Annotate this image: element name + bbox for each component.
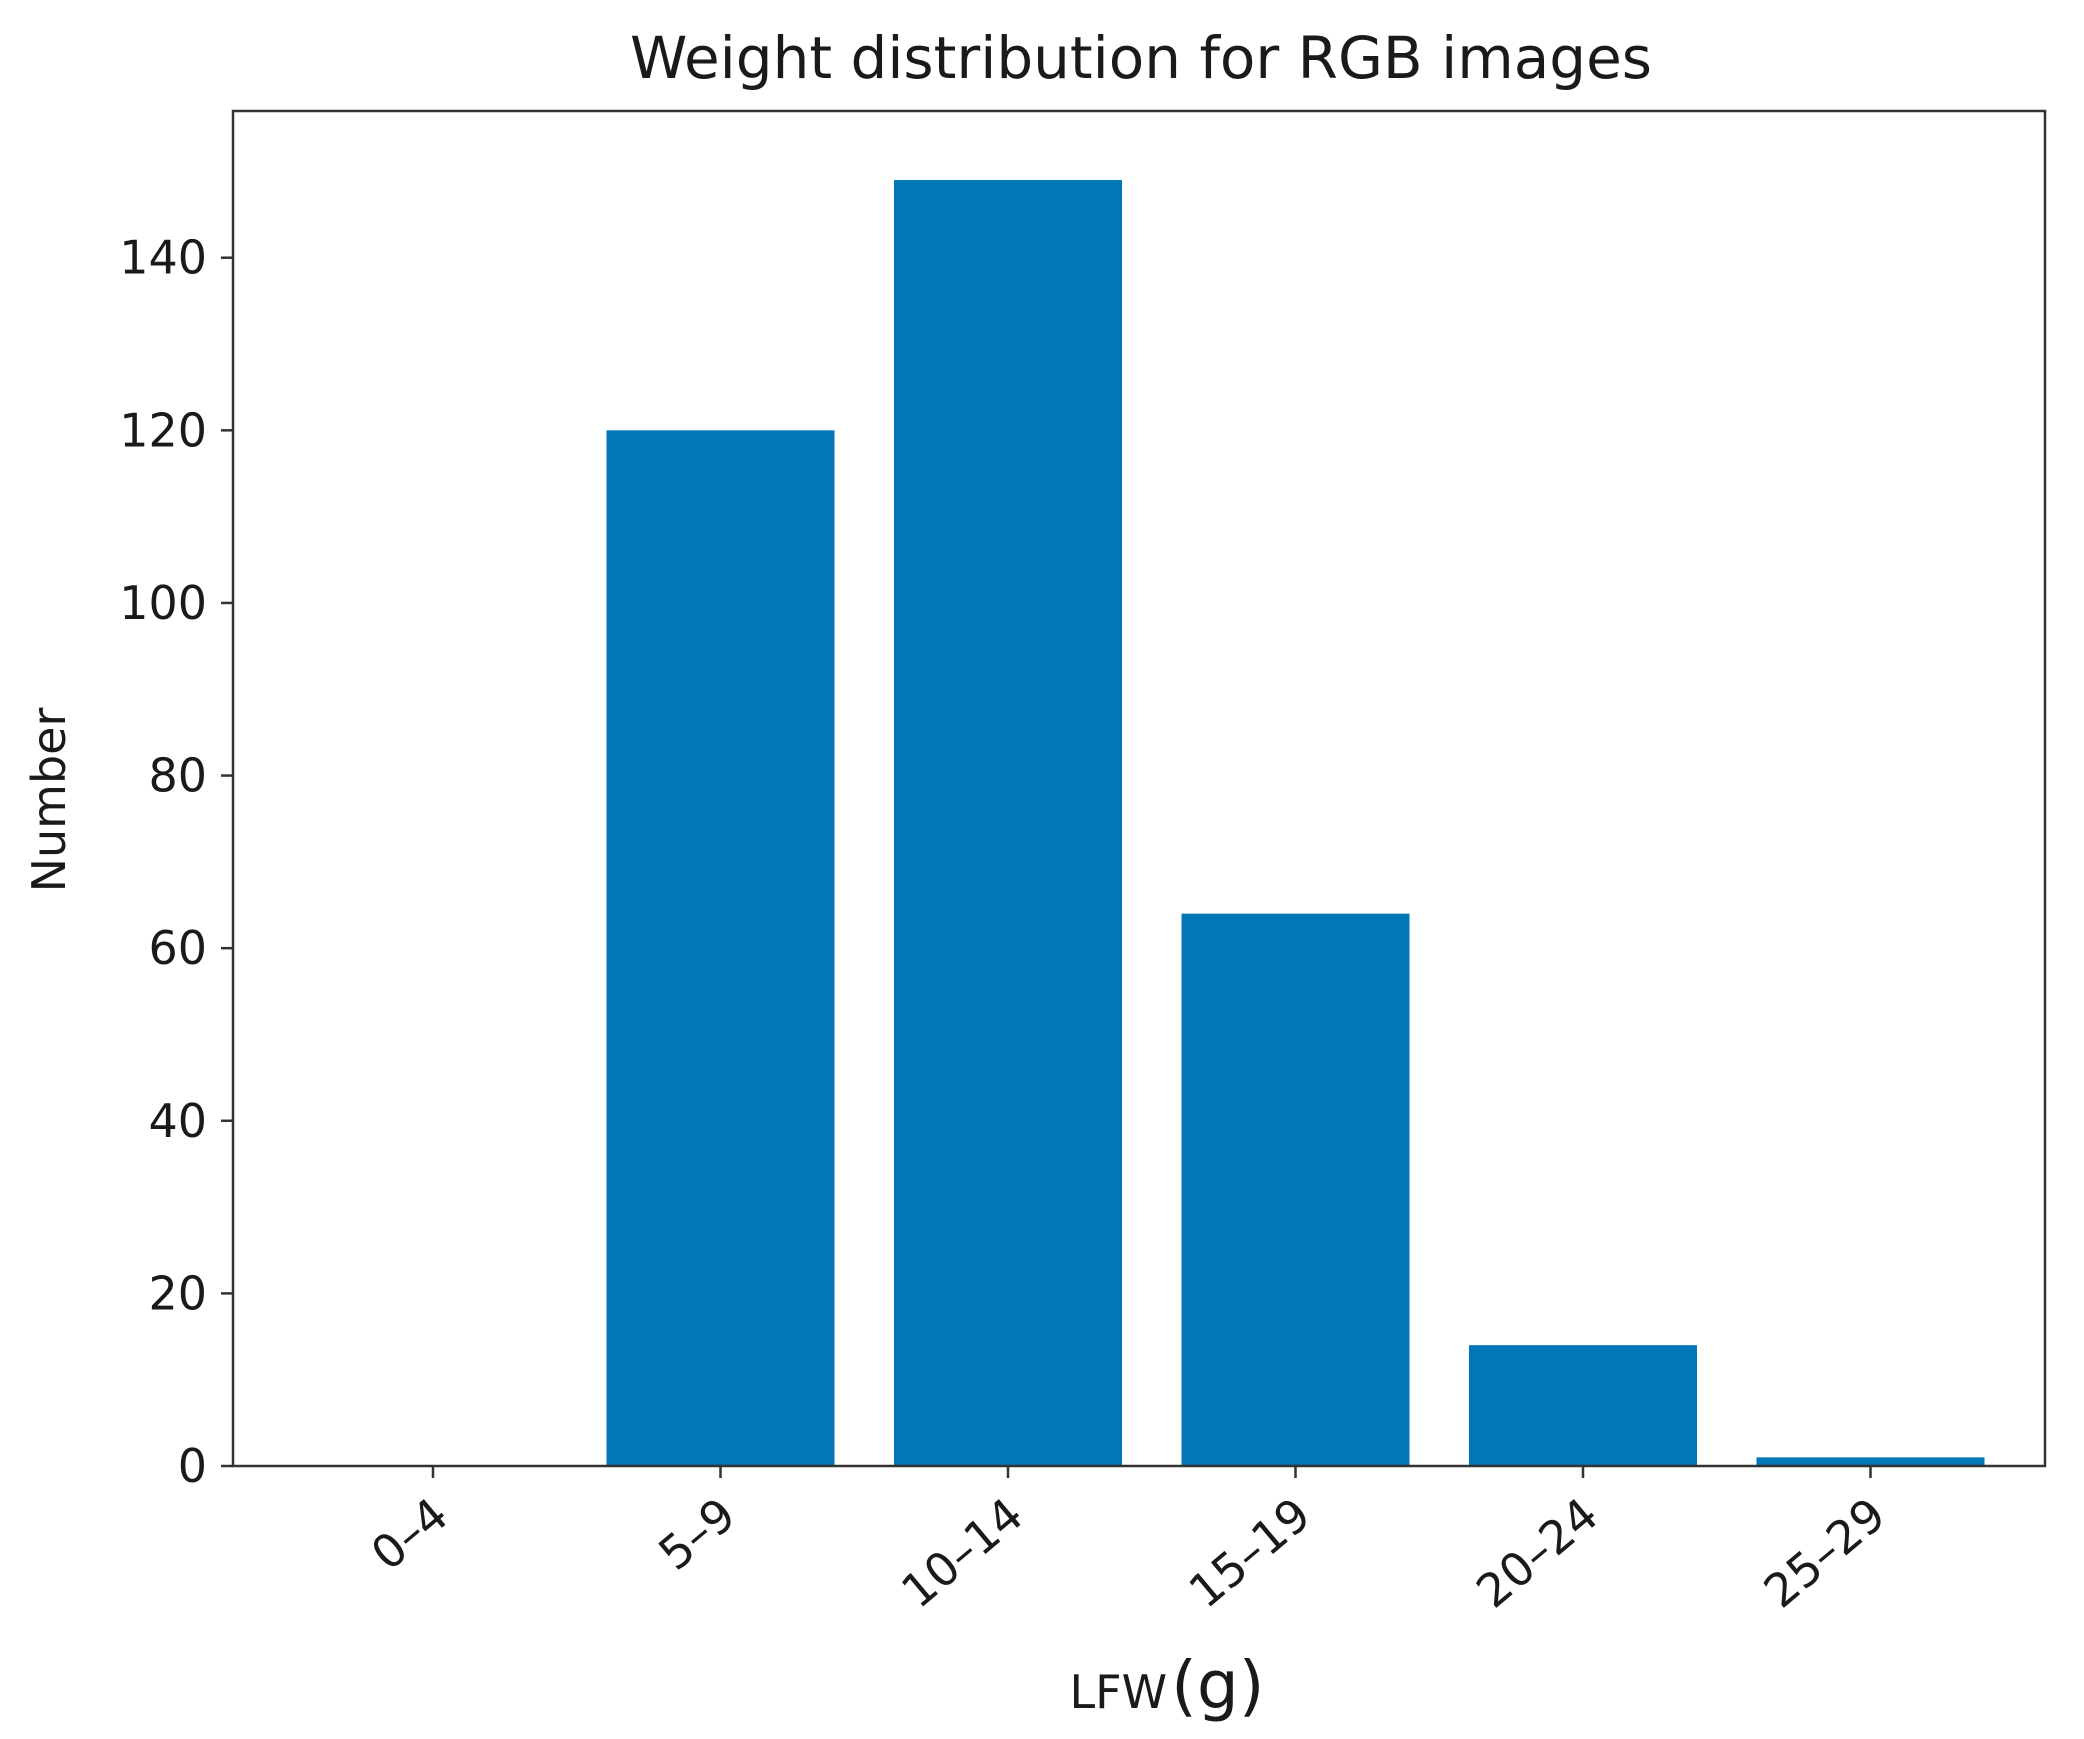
x-axis-label: LFW (g) (1070, 1647, 1265, 1724)
x-tick-label-2: 10–14 (891, 1487, 1033, 1618)
y-tick-label-7: 140 (119, 231, 207, 285)
chart-title: Weight distribution for RGB images (630, 24, 1652, 92)
x-tick-label-1: 5–9 (648, 1487, 745, 1581)
y-tick-label-0: 0 (178, 1439, 207, 1493)
bar-2 (894, 180, 1122, 1467)
x-tick-label-4: 20–24 (1466, 1487, 1608, 1618)
bar-4 (1469, 1345, 1697, 1466)
bar-3 (1181, 913, 1410, 1466)
bars-group (606, 180, 1985, 1467)
plot-frame (231, 109, 2047, 1468)
y-tick-label-1: 20 (148, 1266, 207, 1320)
y-tick-label-6: 120 (119, 403, 207, 457)
y-tick-label-4: 80 (148, 749, 207, 803)
y-axis-label: Number (22, 708, 76, 893)
y-axis: 0 20 40 60 80 100 120 140 (119, 231, 233, 1493)
y-tick-label-5: 100 (119, 576, 207, 630)
x-tick-label-0: 0–4 (361, 1487, 458, 1581)
x-tick-label-3: 15–19 (1179, 1487, 1321, 1618)
bar-1 (606, 430, 835, 1467)
y-tick-label-3: 60 (148, 921, 207, 975)
x-axis-label-unit: (g) (1171, 1647, 1264, 1724)
x-tick-label-5: 25–29 (1754, 1487, 1896, 1618)
x-axis: 0–4 5–9 10–14 15–19 20–24 25–29 (361, 1466, 1896, 1618)
x-axis-label-text: LFW (1070, 1665, 1168, 1719)
y-tick-label-2: 40 (148, 1094, 207, 1148)
bar-5 (1756, 1457, 1985, 1466)
